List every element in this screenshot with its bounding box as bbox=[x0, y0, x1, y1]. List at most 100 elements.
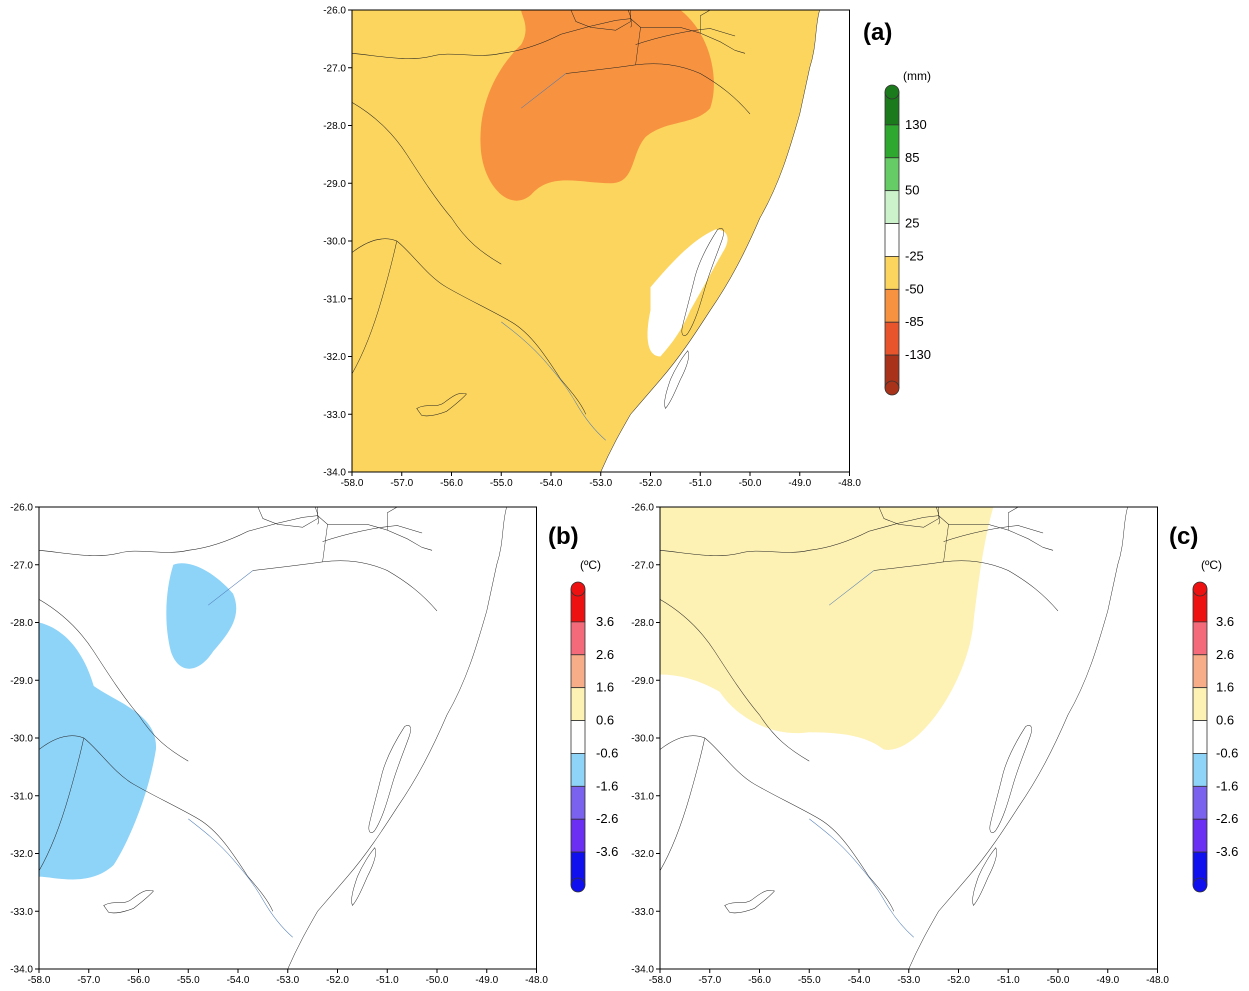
colorbar-label: -130 bbox=[905, 347, 931, 362]
x-tick-label: -54.0 bbox=[848, 975, 871, 986]
colorbar-segment bbox=[1192, 654, 1208, 689]
y-tick-label: -27.0 bbox=[631, 560, 654, 571]
x-tick-label: -48.0 bbox=[525, 975, 548, 986]
x-tick-label: -58.0 bbox=[649, 975, 672, 986]
colorbar-segment bbox=[884, 288, 900, 323]
panel-b-label: (b) bbox=[548, 523, 579, 550]
x-tick-label: -57.0 bbox=[77, 975, 100, 986]
y-tick-label: -29.0 bbox=[323, 179, 346, 190]
y-tick-label: -32.0 bbox=[323, 352, 346, 363]
panel-c-temp-anomaly bbox=[660, 507, 994, 750]
colorbar-segment bbox=[1192, 687, 1208, 721]
y-tick-label: -34.0 bbox=[10, 965, 33, 976]
y-tick-label: -29.0 bbox=[10, 676, 33, 687]
x-tick-label: -55.0 bbox=[490, 478, 513, 489]
x-tick-label: -52.0 bbox=[639, 478, 662, 489]
colorbar-label: 25 bbox=[905, 216, 919, 231]
x-tick-label: -57.0 bbox=[698, 975, 721, 986]
colorbar-label: -2.6 bbox=[596, 811, 618, 826]
colorbar-bottom-cap bbox=[570, 877, 586, 893]
panel-a-lagoon bbox=[647, 229, 728, 357]
y-tick-label: -31.0 bbox=[631, 791, 654, 802]
colorbar-label: -2.6 bbox=[1216, 811, 1238, 826]
x-tick-label: -49.0 bbox=[1096, 975, 1119, 986]
x-tick-label: -53.0 bbox=[276, 975, 299, 986]
y-tick-label: -28.0 bbox=[631, 618, 654, 629]
colorbar-segment bbox=[1192, 720, 1208, 754]
colorbar-segment bbox=[570, 654, 586, 689]
y-tick-label: -32.0 bbox=[10, 849, 33, 860]
colorbar-segment bbox=[570, 621, 586, 656]
x-tick-label: -51.0 bbox=[689, 478, 712, 489]
colorbar-segment bbox=[1192, 785, 1208, 820]
x-tick-label: -58.0 bbox=[341, 478, 364, 489]
y-tick-label: -27.0 bbox=[323, 63, 346, 74]
y-tick-label: -27.0 bbox=[10, 560, 33, 571]
x-tick-label: -57.0 bbox=[390, 478, 413, 489]
colorbar-label: 0.6 bbox=[596, 713, 614, 728]
colorbar-label: 130 bbox=[905, 117, 927, 132]
colorbar-label: -85 bbox=[905, 314, 924, 329]
x-tick-label: -53.0 bbox=[897, 975, 920, 986]
colorbar-segment bbox=[884, 124, 900, 159]
x-tick-label: -51.0 bbox=[376, 975, 399, 986]
colorbar-top-cap bbox=[570, 581, 586, 597]
panel-a-colorbar: 130 85 50 25 -25 -50 -85 -130 bbox=[884, 84, 931, 396]
y-tick-label: -33.0 bbox=[10, 907, 33, 918]
panel-a-ocean bbox=[600, 10, 850, 473]
panel-b-colorbar: 3.6 2.6 1.6 0.6 -0.6 -1.6 -2.6 -3.6 bbox=[570, 581, 618, 893]
colorbar-segment bbox=[570, 785, 586, 820]
colorbar-segment bbox=[884, 223, 900, 257]
colorbar-segment bbox=[570, 720, 586, 754]
colorbar-segment bbox=[570, 818, 586, 853]
x-tick-label: -54.0 bbox=[540, 478, 563, 489]
colorbar-segment bbox=[884, 256, 900, 290]
colorbar-label: 2.6 bbox=[596, 647, 614, 662]
colorbar-label: -3.6 bbox=[1216, 844, 1238, 859]
x-tick-label: -50.0 bbox=[1047, 975, 1070, 986]
y-tick-label: -26.0 bbox=[10, 503, 33, 514]
panel-c-label: (c) bbox=[1169, 523, 1198, 550]
x-tick-label: -50.0 bbox=[426, 975, 449, 986]
y-tick-label: -26.0 bbox=[323, 6, 346, 17]
panel-b-temp-anomaly-north bbox=[166, 563, 237, 669]
x-tick-label: -55.0 bbox=[177, 975, 200, 986]
y-tick-label: -26.0 bbox=[631, 503, 654, 514]
y-tick-label: -28.0 bbox=[323, 121, 346, 132]
colorbar-label: -1.6 bbox=[596, 778, 618, 793]
y-tick-label: -34.0 bbox=[323, 468, 346, 479]
colorbar-top-cap bbox=[1192, 581, 1208, 597]
x-tick-label: -49.0 bbox=[788, 478, 811, 489]
x-tick-label: -52.0 bbox=[947, 975, 970, 986]
colorbar-segment bbox=[884, 321, 900, 356]
x-tick-label: -50.0 bbox=[739, 478, 762, 489]
x-tick-label: -49.0 bbox=[475, 975, 498, 986]
panel-a-unit: (mm) bbox=[903, 69, 931, 83]
y-tick-label: -31.0 bbox=[323, 294, 346, 305]
colorbar-bottom-cap bbox=[1192, 877, 1208, 893]
panel-a: -26.0 -27.0 -28.0 -29.0 -30.0 -31.0 -32.0 -33.0… bbox=[323, 6, 931, 490]
panel-a-axis-ticks: -26.0 -27.0 -28.0 -29.0 -30.0 -31.0 -32.0 -33.0… bbox=[323, 6, 861, 490]
colorbar-segment bbox=[884, 190, 900, 224]
colorbar-label: 1.6 bbox=[1216, 680, 1234, 695]
x-tick-label: -56.0 bbox=[127, 975, 150, 986]
colorbar-segment bbox=[1192, 818, 1208, 853]
x-tick-label: -55.0 bbox=[798, 975, 821, 986]
colorbar-segment bbox=[884, 157, 900, 192]
y-tick-label: -30.0 bbox=[323, 237, 346, 248]
colorbar-segment bbox=[570, 753, 586, 787]
colorbar-label: 1.6 bbox=[596, 680, 614, 695]
y-tick-label: -33.0 bbox=[631, 907, 654, 918]
colorbar-label: 3.6 bbox=[596, 614, 614, 629]
colorbar-label: -0.6 bbox=[596, 745, 618, 760]
x-tick-label: -52.0 bbox=[326, 975, 349, 986]
colorbar-label: 3.6 bbox=[1216, 614, 1234, 629]
x-tick-label: -48.0 bbox=[838, 478, 861, 489]
panel-b: -26.0 -27.0 -28.0 -29.0 -30.0 -31.0 -32.0 -33.0… bbox=[10, 503, 618, 987]
x-tick-label: -51.0 bbox=[997, 975, 1020, 986]
panel-c-colorbar: 3.6 2.6 1.6 0.6 -0.6 -1.6 -2.6 -3.6 bbox=[1192, 581, 1238, 893]
colorbar-label: -1.6 bbox=[1216, 778, 1238, 793]
panel-a-label: (a) bbox=[863, 19, 892, 46]
y-tick-label: -34.0 bbox=[631, 965, 654, 976]
colorbar-label: -25 bbox=[905, 248, 924, 263]
